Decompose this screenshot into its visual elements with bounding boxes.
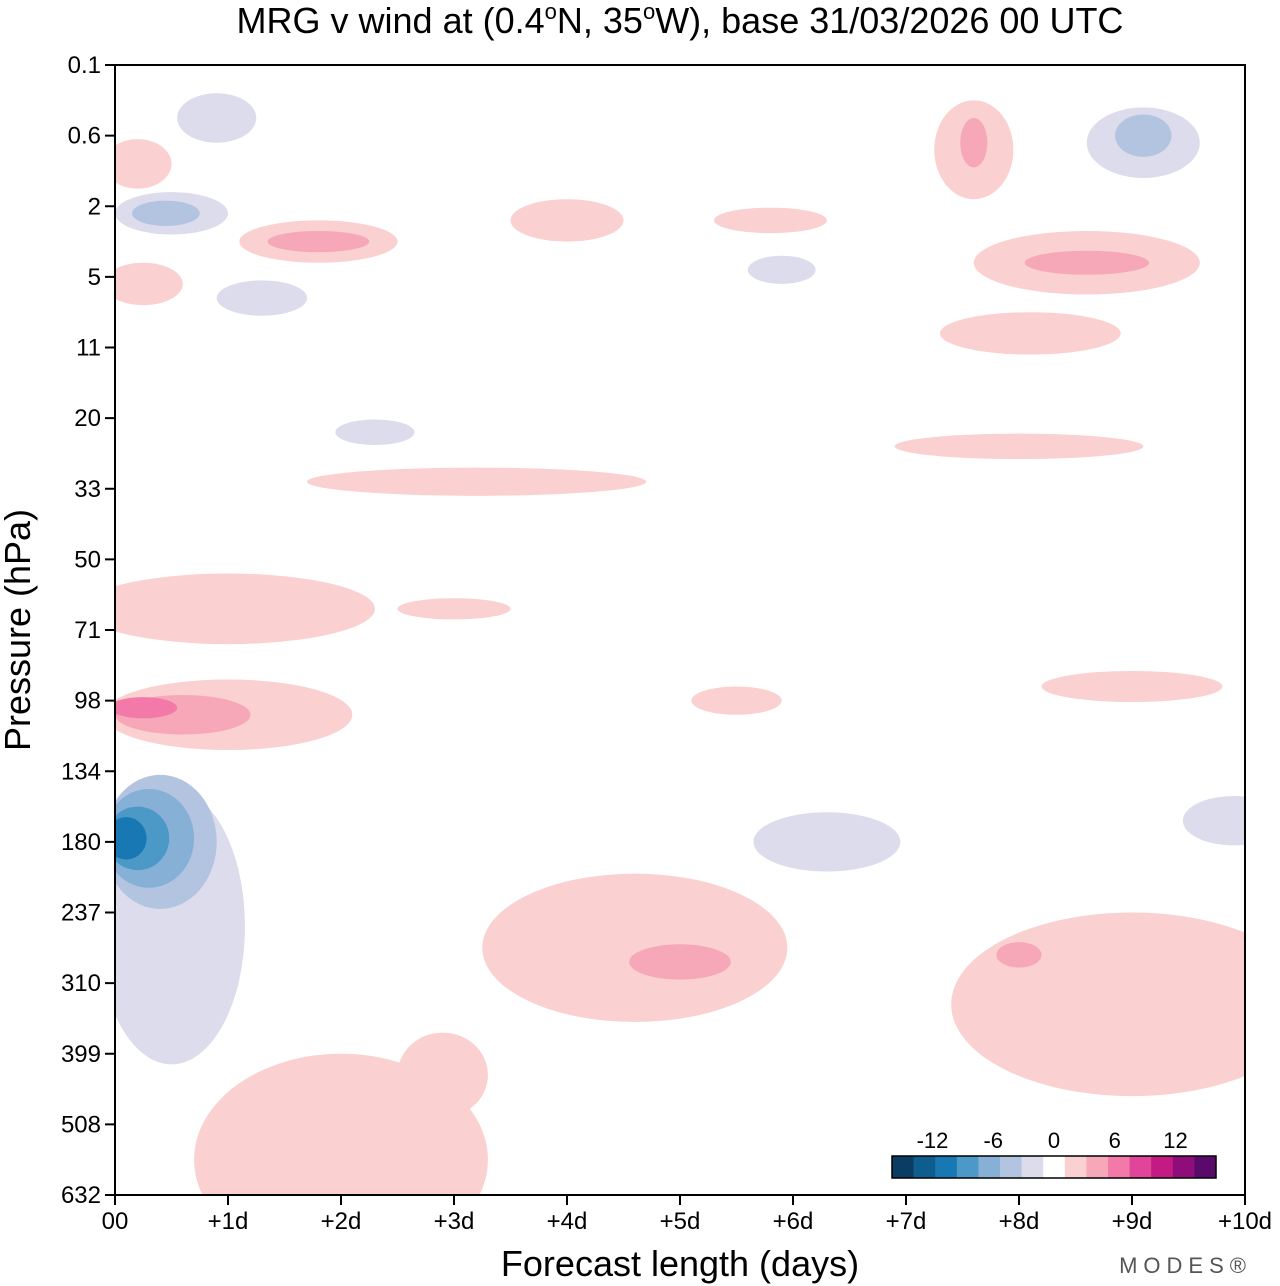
- colorbar: -12 -6 0 6 12: [891, 1128, 1217, 1179]
- colorbar-swatch: [1194, 1156, 1217, 1178]
- colorbar-frame: [891, 1155, 1217, 1179]
- x-tick-label: +4d: [547, 1208, 588, 1235]
- x-tick-label: +5d: [660, 1208, 701, 1235]
- y-axis-label: Pressure (hPa): [0, 509, 38, 751]
- contour-region-16: [668, 411, 805, 454]
- contour-region-48: [951, 912, 1245, 1097]
- x-tick-label: +10d: [1218, 1208, 1272, 1235]
- colorbar-tick-label: 0: [1048, 1128, 1060, 1153]
- contour-region-36: [1041, 670, 1223, 703]
- contour-region-26: [939, 312, 1121, 355]
- x-tick-label: +1d: [208, 1208, 249, 1235]
- modes-logo-text: MODES®: [1119, 1253, 1252, 1278]
- y-tick-label: 20: [74, 405, 101, 432]
- chart-title: MRG v wind at (0.4oN, 35oW), base 31/03/…: [237, 0, 1124, 41]
- contour-region-19: [115, 262, 183, 306]
- colorbar-tick-label: 12: [1163, 1128, 1187, 1153]
- contour-region-25: [1024, 250, 1149, 275]
- y-tick-label: 11: [76, 335, 101, 362]
- contour-region-38: [753, 812, 901, 872]
- y-tick-label: 5: [88, 264, 101, 291]
- colorbar-swatch: [978, 1156, 1001, 1178]
- y-tick-label: 399: [61, 1041, 101, 1068]
- x-tick-label: 00: [102, 1208, 129, 1235]
- y-tick-label: 0.1: [68, 52, 101, 79]
- contour-region-7: [442, 114, 579, 171]
- colorbar-swatch: [935, 1156, 958, 1178]
- contour-region-6: [216, 280, 308, 316]
- colorbar-swatch: [1086, 1156, 1109, 1178]
- x-tick-label: +6d: [773, 1208, 814, 1235]
- contour-region-35: [691, 686, 782, 715]
- y-tick-label: 71: [74, 617, 101, 644]
- contour-region-31: [397, 598, 511, 620]
- colorbar-swatch: [1000, 1156, 1023, 1178]
- colorbar-tick-label: -12: [917, 1128, 949, 1153]
- x-axis-label: Forecast length (days): [501, 1243, 859, 1284]
- contour-region-23: [960, 117, 988, 168]
- contour-region-18: [267, 230, 370, 253]
- x-tick-label: +2d: [321, 1208, 362, 1235]
- colorbar-swatch: [1172, 1156, 1195, 1178]
- contour-region-1: [177, 93, 257, 143]
- y-tick-label: 2: [88, 193, 101, 220]
- y-tick-label: 310: [61, 970, 101, 997]
- colorbar-swatch: [956, 1156, 979, 1178]
- y-tick-label: 0.6: [68, 123, 101, 150]
- colorbar-tick-label: -6: [983, 1128, 1003, 1153]
- y-tick-label: 33: [74, 476, 101, 503]
- colorbar-swatch: [892, 1156, 915, 1178]
- contour-region-39: [1182, 795, 1245, 846]
- colorbar-swatch: [1129, 1156, 1152, 1178]
- contour-region-51: [397, 1032, 488, 1118]
- contour-region-27: [713, 207, 827, 234]
- colorbar-swatch: [1021, 1156, 1044, 1178]
- contour-region-20: [115, 139, 172, 189]
- x-tick-label: +8d: [999, 1208, 1040, 1235]
- x-axis: 00 +1d +2d +3d +4d +5d +6d +7d +8d +9d +10d: [102, 1195, 1272, 1235]
- x-tick-label: +7d: [886, 1208, 927, 1235]
- contour-region-15: [335, 419, 415, 445]
- y-axis: 0.1 0.6 2 5 11 20 33 50 71 98 134 180 237 310 399 508 63…: [61, 52, 115, 1209]
- y-tick-label: 134: [61, 758, 101, 785]
- contour-region-29: [894, 433, 1144, 460]
- contour-field: [115, 75, 1245, 1195]
- contour-region-30: [115, 573, 375, 645]
- colorbar-swatch: [1064, 1156, 1087, 1178]
- contour-region-12: [1115, 114, 1172, 157]
- colorbar-swatch: [1043, 1156, 1066, 1178]
- x-tick-label: +9d: [1112, 1208, 1153, 1235]
- contour-region-13: [736, 125, 963, 175]
- contour-region-21: [510, 199, 624, 242]
- y-tick-label: 632: [61, 1182, 101, 1209]
- y-tick-label: 180: [61, 829, 101, 856]
- x-tick-label: +3d: [434, 1208, 475, 1235]
- contour-region-45: [115, 817, 147, 860]
- contour-region-34: [115, 697, 178, 719]
- y-tick-label: 508: [61, 1111, 101, 1138]
- y-tick-label: 237: [61, 900, 101, 927]
- contour-region-47: [629, 944, 731, 980]
- colorbar-tick-label: 6: [1109, 1128, 1121, 1153]
- colorbar-swatch: [1151, 1156, 1174, 1178]
- colorbar-swatch: [1108, 1156, 1131, 1178]
- y-tick-label: 98: [74, 688, 101, 715]
- contour-region-4: [131, 200, 200, 227]
- y-tick-label: 50: [74, 546, 101, 573]
- contour-region-28: [307, 467, 647, 496]
- colorbar-swatch: [913, 1156, 936, 1178]
- contour-region-9: [747, 255, 816, 284]
- contour-region-46: [482, 873, 788, 1022]
- contour-region-49: [996, 942, 1042, 968]
